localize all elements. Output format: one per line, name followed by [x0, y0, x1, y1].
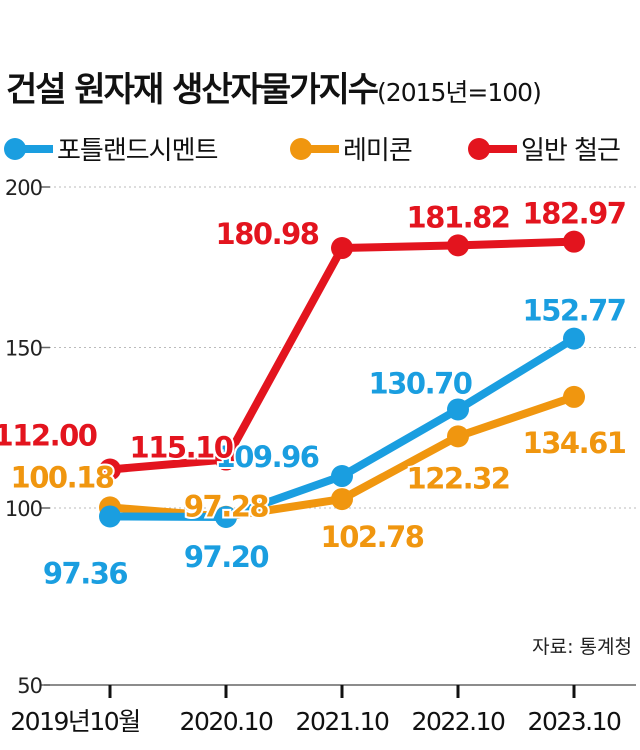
y-tick-label: 150: [5, 337, 42, 361]
data-point: [447, 425, 469, 448]
data-label: 181.82: [407, 200, 510, 234]
data-point: [331, 237, 353, 260]
legend-marker-icon: [290, 137, 312, 160]
legend-cement: 포틀랜드시멘트: [4, 130, 218, 167]
legend-label: 일반 철근: [521, 136, 621, 166]
legend-rebar: 일반 철근: [468, 130, 621, 167]
data-label: 112.00: [0, 418, 97, 452]
title-main: 건설 원자재 생산자물가지수: [6, 70, 379, 110]
y-tick-label: 100: [5, 497, 42, 521]
legend-remicon: 레미콘: [290, 130, 413, 167]
data-label: 97.28: [184, 490, 269, 524]
data-point: [99, 458, 121, 481]
data-label: 130.70: [369, 366, 472, 400]
data-label: 115.10: [130, 431, 233, 465]
legend-line: [309, 144, 339, 153]
data-point: [447, 234, 469, 257]
x-tick-label: 2021.10: [296, 707, 389, 736]
legend-line: [23, 144, 53, 153]
legend-line: [487, 144, 517, 153]
legend-label: 포틀랜드시멘트: [57, 136, 218, 166]
data-label: 97.36: [43, 556, 128, 590]
data-point: [447, 398, 469, 421]
y-tick-label: 200: [5, 176, 42, 200]
data-point: [99, 505, 121, 528]
x-tick-label: 2019년10월: [10, 707, 139, 736]
x-tick-label: 2022.10: [412, 707, 505, 736]
y-tick-label: 50: [17, 674, 42, 698]
legend-marker-icon: [468, 137, 490, 160]
data-point: [331, 488, 353, 511]
data-label: 102.78: [321, 520, 424, 554]
data-label: 97.20: [184, 540, 269, 574]
source-note: 자료: 통계청: [532, 636, 632, 658]
x-tick-label: 2023.10: [528, 707, 621, 736]
data-point: [563, 327, 585, 350]
legend-marker-icon: [4, 137, 26, 160]
x-tick-label: 2020.10: [180, 707, 273, 736]
data-point: [563, 385, 585, 408]
data-label: 180.98: [216, 217, 319, 251]
data-label: 100.18: [11, 460, 114, 494]
data-point: [563, 230, 585, 253]
data-label: 182.97: [523, 197, 626, 231]
chart-title: 건설 원자재 생산자물가지수(2015년=100): [6, 62, 542, 111]
data-label: 152.77: [523, 294, 626, 328]
data-label: 122.32: [407, 461, 510, 495]
title-subtitle: (2015년=100): [377, 78, 542, 107]
data-label: 134.61: [523, 426, 626, 460]
data-label: 109.96: [216, 440, 319, 474]
data-point: [215, 448, 237, 471]
data-point: [331, 465, 353, 488]
legend-label: 레미콘: [343, 136, 413, 166]
data-point: [215, 505, 237, 528]
